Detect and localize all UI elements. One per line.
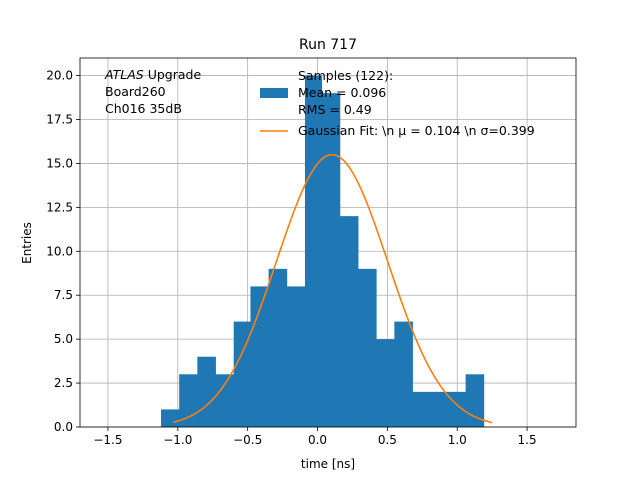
histogram-bar bbox=[179, 374, 198, 427]
x-tick-label: 0.0 bbox=[308, 433, 327, 447]
y-tick-label: 20.0 bbox=[46, 69, 73, 83]
annotation-line: Board260 bbox=[105, 84, 166, 99]
y-tick-label: 15.0 bbox=[46, 156, 73, 170]
gaussian-fit bbox=[173, 153, 493, 424]
histogram-bar bbox=[268, 268, 288, 427]
x-tick-label: 0.5 bbox=[378, 433, 397, 447]
histogram-bar bbox=[215, 374, 235, 427]
y-tick-label: 10.0 bbox=[46, 244, 73, 258]
histogram-bars bbox=[161, 75, 485, 428]
histogram-bar bbox=[376, 339, 395, 427]
annotation-line: Ch016 35dB bbox=[105, 101, 182, 116]
histogram-bar bbox=[286, 286, 306, 427]
legend: Samples (122): Mean = 0.096 RMS = 0.49 Ga… bbox=[260, 68, 535, 138]
y-axis-label: Entries bbox=[20, 222, 34, 264]
y-tick-label: 2.5 bbox=[54, 376, 73, 390]
x-tick-label: 1.0 bbox=[448, 433, 467, 447]
atlas-annotation: ATLAS Upgrade Board260 Ch016 35dB bbox=[104, 67, 201, 116]
histogram-bar bbox=[197, 356, 216, 427]
histogram-bar bbox=[321, 93, 341, 428]
chart-title: Run 717 bbox=[299, 37, 357, 53]
histogram-bar bbox=[161, 409, 180, 427]
y-tick-label: 7.5 bbox=[54, 288, 73, 302]
histogram-bar bbox=[358, 268, 377, 427]
histogram-bar bbox=[412, 391, 430, 427]
annotation-line: ATLAS Upgrade bbox=[104, 67, 201, 82]
y-tick-label: 0.0 bbox=[54, 420, 73, 434]
y-tick-label: 5.0 bbox=[54, 332, 73, 346]
legend-label-fit: Gaussian Fit: \n μ = 0.104 \n σ=0.399 bbox=[298, 123, 535, 138]
x-axis-label: time [ns] bbox=[301, 457, 355, 471]
legend-label-samples: Mean = 0.096 bbox=[298, 85, 386, 100]
x-tick-label: −1.5 bbox=[93, 433, 122, 447]
legend-label-samples: RMS = 0.49 bbox=[298, 102, 372, 117]
x-axis-ticks: −1.5 −1.0 −0.5 0.0 0.5 1.0 1.5 bbox=[93, 427, 537, 447]
plot-area-frame bbox=[79, 57, 577, 428]
x-tick-label: 1.5 bbox=[518, 433, 537, 447]
histogram-bar bbox=[429, 391, 448, 427]
legend-patch-samples bbox=[260, 88, 288, 98]
y-tick-label: 12.5 bbox=[46, 200, 73, 214]
y-axis-ticks: 0.0 2.5 5.0 7.5 10.0 12.5 15.0 17.5 20.0 bbox=[46, 69, 80, 434]
fit-curve bbox=[173, 153, 493, 424]
histogram-bar bbox=[394, 321, 413, 427]
x-tick-label: −0.5 bbox=[233, 433, 262, 447]
y-tick-label: 17.5 bbox=[46, 113, 73, 127]
legend-label-samples: Samples (122): bbox=[298, 68, 393, 83]
x-tick-label: −1.0 bbox=[163, 433, 192, 447]
histogram-bar bbox=[233, 321, 251, 427]
histogram-bar bbox=[339, 216, 359, 427]
